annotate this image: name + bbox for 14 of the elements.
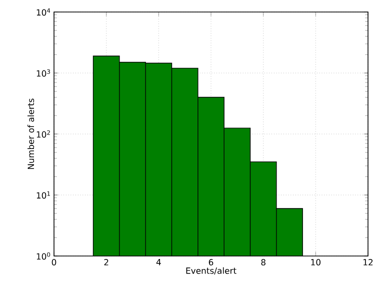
x-tick-label: 12 — [364, 259, 373, 266]
x-tick-label: 0 — [52, 259, 56, 266]
x-tick-label: 2 — [104, 259, 108, 266]
y-tick-label: 10$^{2}$ — [36, 130, 50, 138]
y-axis-title: Number of alerts — [28, 98, 34, 169]
y-tick-label: 10$^{3}$ — [36, 69, 50, 77]
x-axis-title: Events/alert — [186, 267, 236, 274]
y-tick-label: 10$^{0}$ — [36, 252, 50, 260]
x-tick-label: 10 — [311, 259, 320, 266]
y-tick-label: 10$^{4}$ — [36, 8, 50, 16]
y-tick-label: 10$^{1}$ — [36, 191, 50, 199]
x-tick-label: 4 — [156, 259, 161, 266]
x-tick-label: 8 — [261, 259, 266, 266]
x-tick-label: 6 — [208, 259, 214, 266]
